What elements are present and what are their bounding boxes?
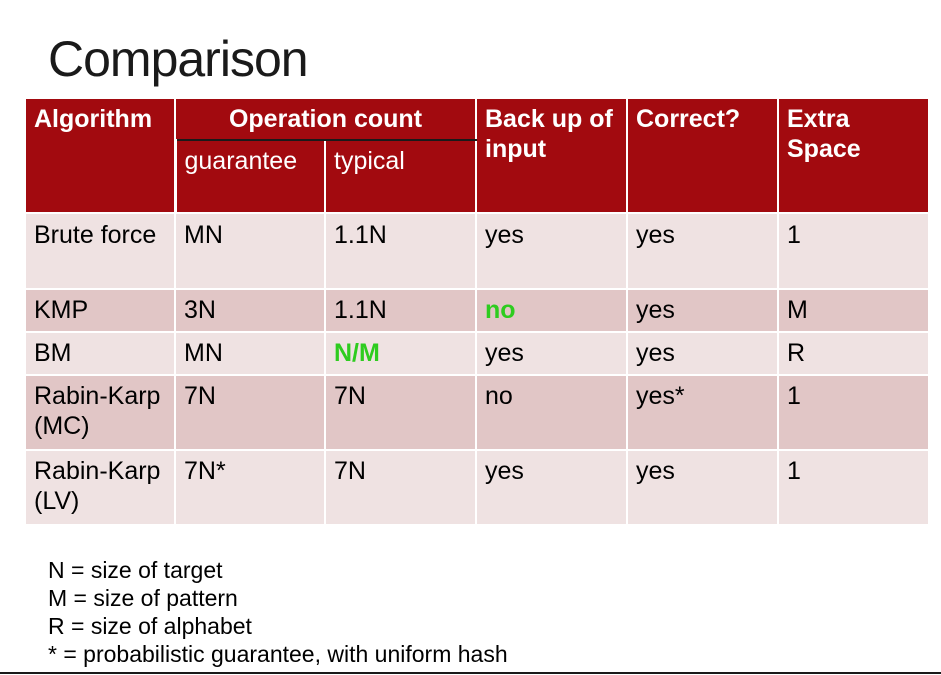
- legend-item-r: R = size of alphabet: [48, 613, 252, 639]
- header-algorithm: Algorithm: [24, 97, 176, 214]
- table-row: Brute force MN 1.1N yes yes 1: [24, 212, 930, 290]
- legend-item-m: M = size of pattern: [48, 585, 238, 611]
- cell-guarantee: MN: [174, 331, 326, 376]
- header-row: Algorithm Operation count Back up of inp…: [24, 97, 930, 214]
- cell-typical: 1.1N: [324, 212, 477, 290]
- legend: N = size of target M = size of pattern R…: [48, 556, 508, 668]
- cell-algorithm: KMP: [24, 288, 176, 333]
- cell-backup: yes: [475, 449, 628, 526]
- comparison-table: Algorithm Operation count Back up of inp…: [24, 97, 930, 526]
- cell-space: 1: [777, 449, 930, 526]
- cell-backup: yes: [475, 331, 628, 376]
- cell-typical-highlight: N/M: [324, 331, 477, 376]
- cell-correct: yes*: [626, 374, 779, 451]
- header-typical: typical: [324, 139, 477, 214]
- bottom-divider: [0, 672, 941, 674]
- header-operation-count: Operation count: [174, 97, 477, 141]
- table-row: Rabin-Karp (MC) 7N 7N no yes* 1: [24, 374, 930, 451]
- header-correct: Correct?: [626, 97, 779, 214]
- slide-title: Comparison: [48, 31, 309, 87]
- header-extra-space: Extra Space: [777, 97, 930, 214]
- legend-item-star: * = probabilistic guarantee, with unifor…: [48, 641, 508, 667]
- cell-algorithm: Brute force: [24, 212, 176, 290]
- cell-backup: yes: [475, 212, 628, 290]
- cell-algorithm: Rabin-Karp (MC): [24, 374, 176, 451]
- cell-space: 1: [777, 374, 930, 451]
- cell-algorithm: BM: [24, 331, 176, 376]
- table-row: BM MN N/M yes yes R: [24, 331, 930, 376]
- cell-correct: yes: [626, 288, 779, 333]
- cell-backup: no: [475, 374, 628, 451]
- cell-algorithm: Rabin-Karp (LV): [24, 449, 176, 526]
- legend-item-n: N = size of target: [48, 557, 223, 583]
- cell-space: M: [777, 288, 930, 333]
- cell-backup-highlight: no: [475, 288, 628, 333]
- cell-space: 1: [777, 212, 930, 290]
- cell-typical: 1.1N: [324, 288, 477, 333]
- cell-typical: 7N: [324, 374, 477, 451]
- cell-guarantee: 7N: [174, 374, 326, 451]
- cell-guarantee: 7N*: [174, 449, 326, 526]
- cell-correct: yes: [626, 212, 779, 290]
- header-guarantee: guarantee: [173, 139, 326, 214]
- cell-guarantee: 3N: [174, 288, 326, 333]
- cell-correct: yes: [626, 331, 779, 376]
- table-row: KMP 3N 1.1N no yes M: [24, 288, 930, 333]
- subheader-row: guarantee typical: [25, 139, 929, 214]
- cell-correct: yes: [626, 449, 779, 526]
- table-row: Rabin-Karp (LV) 7N* 7N yes yes 1: [24, 449, 930, 526]
- header-backup: Back up of input: [475, 97, 628, 214]
- cell-guarantee: MN: [174, 212, 326, 290]
- cell-space: R: [777, 331, 930, 376]
- cell-typical: 7N: [324, 449, 477, 526]
